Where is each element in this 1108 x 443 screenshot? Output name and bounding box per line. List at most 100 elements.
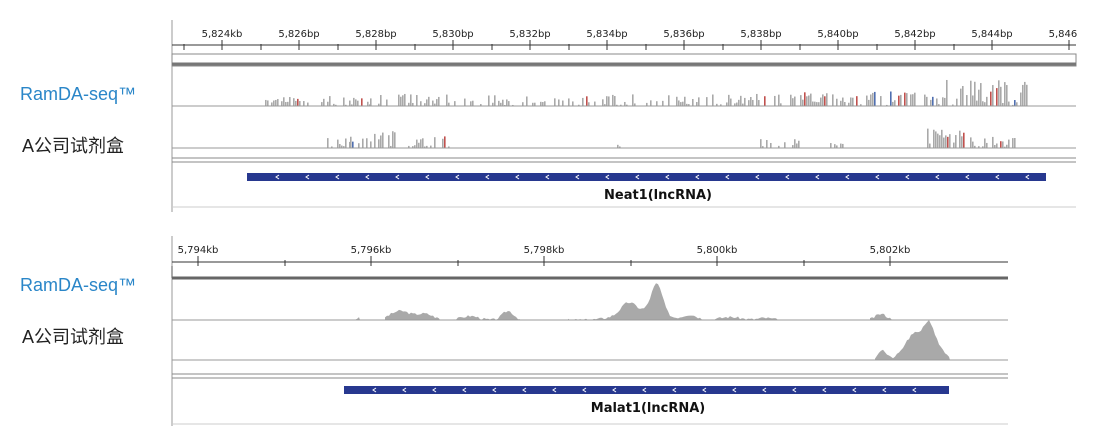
coverage-bar xyxy=(444,136,446,148)
coverage-track-ramda[interactable] xyxy=(355,283,892,320)
ruler-tick-label: 5,802kb xyxy=(870,245,911,256)
coverage-bar xyxy=(894,100,896,106)
gene-feature-neat1[interactable] xyxy=(247,173,1046,181)
coverage-bar xyxy=(512,104,514,106)
track-label-ramda-malat1: RamDA-seq™ xyxy=(20,275,137,295)
coverage-bar xyxy=(963,132,965,148)
coverage-bar xyxy=(832,94,834,106)
strand-arrow xyxy=(522,387,527,393)
coverage-bar xyxy=(614,96,616,106)
strand-arrow xyxy=(462,387,467,393)
coverage-bar xyxy=(568,98,570,106)
ruler-tick-label: 5,826bp xyxy=(278,29,319,40)
coverage-bar xyxy=(748,100,750,106)
coverage-bar xyxy=(492,102,494,106)
coverage-bar xyxy=(606,96,608,106)
coverage-bar xyxy=(333,103,335,106)
coverage-bar xyxy=(752,99,754,106)
strand-arrow xyxy=(882,387,887,393)
strand-arrow xyxy=(875,174,880,180)
coverage-bar xyxy=(1020,92,1022,106)
coverage-track-kit[interactable] xyxy=(327,128,1016,148)
coverage-bar xyxy=(820,97,822,106)
coverage-bar xyxy=(778,94,780,106)
coverage-bar xyxy=(612,94,614,106)
coverage-bar xyxy=(822,94,824,106)
coverage-bar xyxy=(998,80,1000,106)
coverage-bar xyxy=(692,98,694,106)
strand-arrow xyxy=(695,174,700,180)
coverage-bar xyxy=(617,144,619,148)
strand-arrow xyxy=(402,387,407,393)
coverage-bar xyxy=(542,102,544,106)
coverage-bar xyxy=(357,100,359,106)
coverage-bar xyxy=(534,102,536,106)
coverage-bar xyxy=(480,104,482,106)
ruler-tick-label: 5,796kb xyxy=(351,245,392,256)
strand-arrow xyxy=(545,174,550,180)
coverage-bar xyxy=(394,132,396,148)
coverage-bar xyxy=(966,95,968,106)
strand-arrow xyxy=(335,174,340,180)
strand-arrow xyxy=(732,387,737,393)
strand-arrow xyxy=(305,174,310,180)
coverage-bar xyxy=(390,145,392,148)
coverage-bar xyxy=(588,102,590,106)
coverage-bar xyxy=(900,94,902,106)
coverage-bar xyxy=(750,97,752,106)
coverage-bar xyxy=(464,98,466,106)
coverage-bar xyxy=(949,134,951,148)
coverage-bar xyxy=(297,98,299,106)
coverage-bar xyxy=(285,102,287,106)
coverage-area xyxy=(385,309,440,320)
coverage-bar xyxy=(1008,101,1010,106)
coverage-bar xyxy=(758,100,760,106)
coverage-bar xyxy=(349,141,351,148)
coverage-bar xyxy=(955,135,957,148)
coverage-area xyxy=(568,283,710,320)
coverage-bar xyxy=(1002,141,1004,148)
strand-arrow xyxy=(515,174,520,180)
coverage-bar xyxy=(273,100,275,106)
coverage-bar xyxy=(974,81,976,106)
strand-arrow xyxy=(702,387,707,393)
coverage-bar xyxy=(345,138,347,148)
coverage-bar xyxy=(840,143,842,148)
coverage-bar xyxy=(794,139,796,148)
coverage-bar xyxy=(402,95,404,106)
coverage-bar xyxy=(890,91,892,106)
coverage-bar xyxy=(886,104,888,106)
coverage-bar xyxy=(730,98,732,106)
coverage-bar xyxy=(408,102,410,106)
coverage-bar xyxy=(616,104,618,106)
coverage-bar xyxy=(712,94,714,106)
coverage-bar xyxy=(1024,81,1026,106)
coverage-bar xyxy=(1004,82,1006,106)
gene-feature-malat1[interactable] xyxy=(344,386,949,394)
coverage-bar xyxy=(620,104,622,106)
strand-arrow xyxy=(605,174,610,180)
coverage-bar xyxy=(1026,84,1028,106)
coverage-bar xyxy=(790,94,792,106)
ruler-tick-label: 5,840bp xyxy=(817,29,858,40)
coverage-bar xyxy=(796,143,798,148)
coverage-track-kit[interactable] xyxy=(875,320,950,360)
coverage-bar xyxy=(416,139,418,148)
coverage-bar xyxy=(434,137,436,148)
coverage-area xyxy=(440,311,520,320)
coverage-bar xyxy=(824,96,826,106)
coverage-bar xyxy=(742,103,744,106)
coverage-bar xyxy=(1006,85,1008,106)
coverage-bar xyxy=(408,145,410,148)
coverage-bar xyxy=(684,96,686,106)
ruler[interactable]: 5,794kb 5,796kb 5,798kb 5,800kb 5,802kb xyxy=(172,245,1008,266)
coverage-track-ramda[interactable] xyxy=(265,79,1028,106)
coverage-bar xyxy=(329,96,331,106)
coverage-bar xyxy=(277,99,279,106)
coverage-bar xyxy=(436,99,438,106)
ruler[interactable]: 5,824kb 5,826bp 5,828bp 5,830bp 5,832bp 5,834… xyxy=(172,29,1078,50)
coverage-bar xyxy=(307,102,309,106)
coverage-bar xyxy=(366,138,368,148)
coverage-bar xyxy=(412,102,414,106)
coverage-bar xyxy=(946,79,948,106)
